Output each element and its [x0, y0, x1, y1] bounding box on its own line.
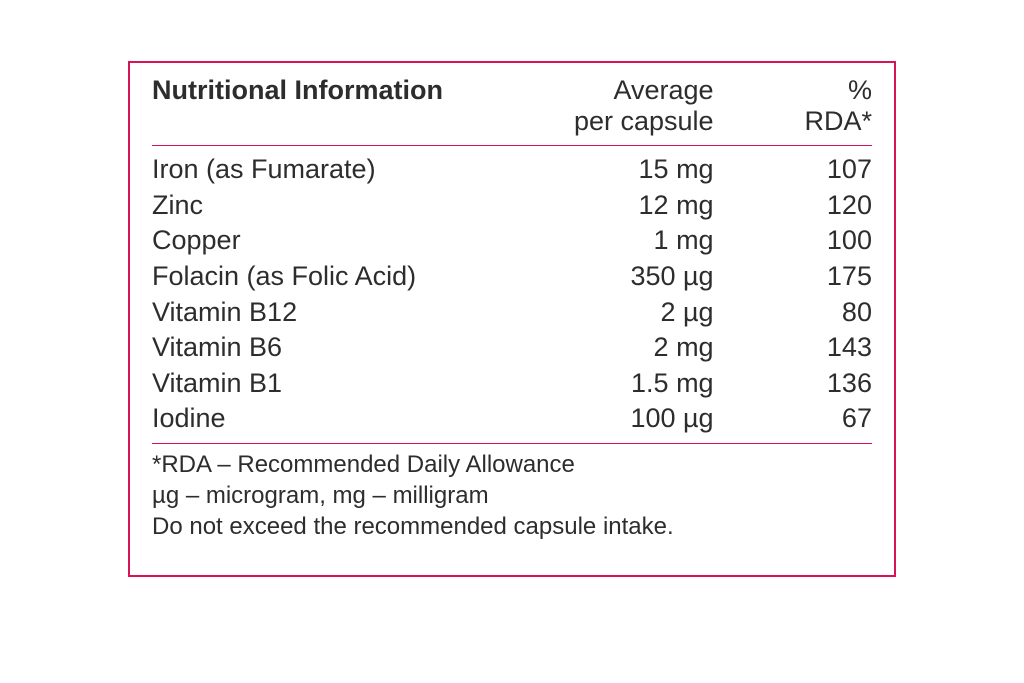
cell-average: 12 mg [526, 188, 713, 224]
table-row: Copper1 mg100 [152, 223, 872, 259]
cell-name: Zinc [152, 188, 526, 224]
cell-rda: 100 [714, 223, 872, 259]
table-row: Vitamin B11.5 mg136 [152, 366, 872, 402]
cell-rda: 80 [714, 295, 872, 331]
cell-name: Iron (as Fumarate) [152, 152, 526, 188]
cell-rda: 107 [714, 152, 872, 188]
table-row: Vitamin B122 µg80 [152, 295, 872, 331]
footer-line-1: *RDA – Recommended Daily Allowance [152, 450, 872, 481]
header-rda-line1: % [848, 75, 872, 106]
cell-name: Vitamin B6 [152, 330, 526, 366]
cell-name: Copper [152, 223, 526, 259]
cell-average: 100 µg [526, 401, 713, 437]
table-body: Iron (as Fumarate)15 mg107Zinc12 mg120Co… [152, 152, 872, 437]
cell-average: 1 mg [526, 223, 713, 259]
table-row: Iodine100 µg67 [152, 401, 872, 437]
footer-line-2: µg – microgram, mg – milligram [152, 481, 872, 512]
table-footer: *RDA – Recommended Daily Allowance µg – … [152, 450, 872, 542]
footer-rule [152, 443, 872, 444]
header-avg-line1: Average [614, 75, 714, 106]
cell-average: 2 µg [526, 295, 713, 331]
cell-average: 2 mg [526, 330, 713, 366]
header-avg-line2: per capsule [574, 106, 714, 137]
header-title: Nutritional Information [152, 75, 526, 106]
cell-rda: 67 [714, 401, 872, 437]
cell-name: Vitamin B1 [152, 366, 526, 402]
nutrition-panel: Nutritional Information Average per caps… [128, 61, 896, 577]
cell-name: Folacin (as Folic Acid) [152, 259, 526, 295]
header-rda-line2: RDA* [804, 106, 872, 137]
table-header: Nutritional Information Average per caps… [152, 75, 872, 137]
table-row: Zinc12 mg120 [152, 188, 872, 224]
cell-rda: 120 [714, 188, 872, 224]
cell-rda: 175 [714, 259, 872, 295]
cell-rda: 136 [714, 366, 872, 402]
table-row: Folacin (as Folic Acid)350 µg175 [152, 259, 872, 295]
cell-name: Vitamin B12 [152, 295, 526, 331]
cell-rda: 143 [714, 330, 872, 366]
table-row: Vitamin B62 mg143 [152, 330, 872, 366]
header-rule [152, 145, 872, 146]
cell-average: 1.5 mg [526, 366, 713, 402]
cell-average: 350 µg [526, 259, 713, 295]
table-row: Iron (as Fumarate)15 mg107 [152, 152, 872, 188]
footer-line-3: Do not exceed the recommended capsule in… [152, 512, 872, 543]
cell-average: 15 mg [526, 152, 713, 188]
cell-name: Iodine [152, 401, 526, 437]
